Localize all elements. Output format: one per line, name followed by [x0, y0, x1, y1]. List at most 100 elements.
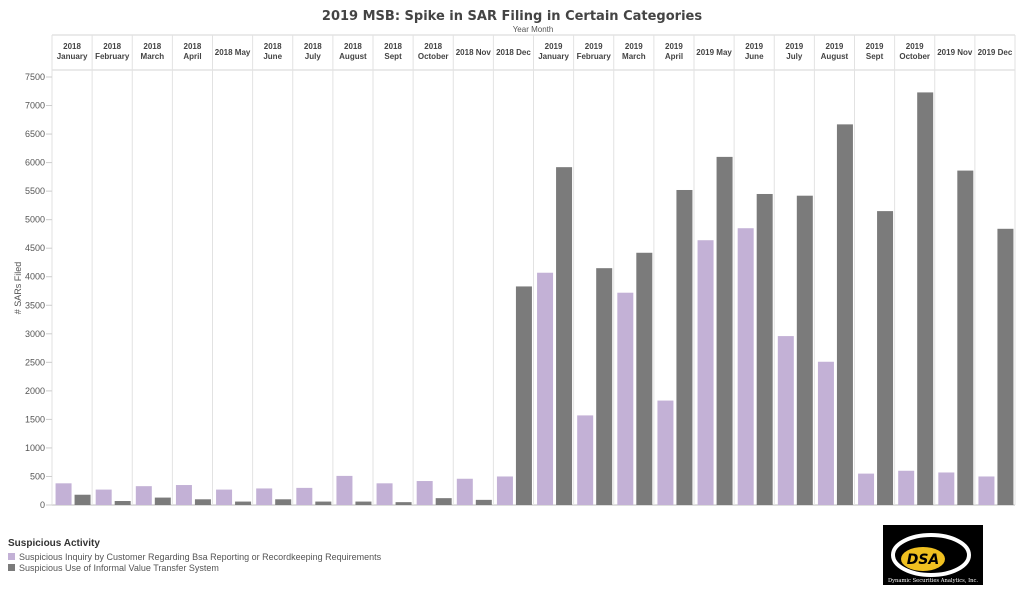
chart-title: 2019 MSB: Spike in SAR Filing in Certain… [322, 9, 702, 24]
bar [957, 170, 974, 505]
bar [877, 211, 894, 505]
x-tick-label: October [418, 52, 449, 61]
bar [416, 481, 433, 505]
bar [697, 240, 714, 505]
y-tick-label: 5000 [25, 215, 45, 225]
x-tick-label: 2018 [264, 42, 282, 51]
x-tick-label: 2018 [184, 42, 202, 51]
legend: Suspicious Activity Suspicious Inquiry b… [8, 538, 381, 573]
x-tick-label: Sept [384, 52, 402, 61]
x-tick-label: 2018 [304, 42, 322, 51]
x-tick-label: July [786, 52, 803, 61]
bar [336, 475, 353, 505]
y-tick-label: 4000 [25, 272, 45, 282]
bar [636, 252, 653, 505]
bar [676, 189, 693, 505]
bar [296, 487, 313, 505]
y-tick-label: 1000 [25, 443, 45, 453]
bars [55, 92, 1014, 506]
bar [978, 476, 995, 505]
x-tick-label: 2019 [665, 42, 683, 51]
bar [376, 483, 393, 505]
x-tick-label: 2019 May [696, 48, 732, 57]
x-tick-label: 2019 [826, 42, 844, 51]
y-tick-label: 7500 [25, 72, 45, 82]
bar [796, 195, 813, 505]
x-tick-label: 2019 Nov [937, 48, 973, 57]
x-tick-label: January [538, 52, 569, 61]
bar [917, 92, 934, 506]
bar [355, 501, 372, 505]
x-tick-label: 2018 Nov [456, 48, 492, 57]
x-tick-label: 2019 [906, 42, 924, 51]
x-tick-label: June [263, 52, 282, 61]
x-tick-label: Sept [866, 52, 884, 61]
y-tick-label: 6500 [25, 129, 45, 139]
legend-title: Suspicious Activity [8, 538, 100, 549]
x-tick-label: March [622, 52, 646, 61]
bar [74, 494, 91, 505]
bar [235, 501, 252, 505]
x-tick-label: January [57, 52, 88, 61]
logo-subtitle: Dynamic Securities Analytics, Inc. [888, 578, 978, 584]
x-tick-label: February [577, 52, 612, 61]
x-tick-label: 2019 [866, 42, 884, 51]
company-logo: DSA Dynamic Securities Analytics, Inc. [883, 525, 983, 585]
y-tick-label: 2000 [25, 386, 45, 396]
bar [938, 472, 955, 505]
logo-mark: DSA [907, 552, 940, 568]
bar [55, 483, 72, 505]
bar [435, 498, 452, 505]
bar [556, 167, 573, 505]
bar [475, 499, 492, 505]
x-tick-label: March [141, 52, 165, 61]
x-tick-label: 2019 Dec [978, 48, 1013, 57]
x-tick-label: October [899, 52, 930, 61]
x-tick-label: 2018 [344, 42, 362, 51]
bar [577, 415, 594, 505]
bar [315, 501, 332, 505]
y-tick-label: 3000 [25, 329, 45, 339]
bar [617, 292, 634, 505]
bar [135, 486, 152, 505]
bar [737, 228, 754, 505]
y-tick-label: 4500 [25, 243, 45, 253]
x-tick-label: 2019 [585, 42, 603, 51]
bar [898, 470, 915, 505]
bar [194, 499, 211, 505]
x-tick-label: 2018 [424, 42, 442, 51]
legend-swatch [8, 564, 15, 571]
bar [395, 502, 412, 505]
y-tick-label: 2500 [25, 357, 45, 367]
y-tick-label: 6000 [25, 158, 45, 168]
bar [256, 488, 273, 505]
legend-swatch [8, 553, 15, 560]
bar [657, 400, 674, 505]
bar [716, 156, 733, 506]
x-tick-label: June [745, 52, 764, 61]
bar [175, 485, 192, 505]
y-axis-ticks: 0 500 1000 1500 2000 2500 3000 3500 4000 4500 5000… [25, 72, 52, 510]
bar [456, 478, 473, 505]
x-tick-label: August [339, 52, 367, 61]
gridlines [51, 34, 1016, 506]
bar [836, 124, 853, 506]
bar [817, 361, 834, 505]
bar [154, 497, 171, 505]
x-tick-label: 2018 [63, 42, 81, 51]
bar [756, 193, 773, 505]
legend-label: Suspicious Use of Informal Value Transfe… [19, 562, 219, 573]
x-tick-label: 2019 [545, 42, 563, 51]
y-tick-label: 7000 [25, 101, 45, 111]
x-tick-label: 2019 [625, 42, 643, 51]
legend-item[interactable]: Suspicious Inquiry by Customer Regarding… [8, 551, 381, 562]
y-tick-label: 0 [40, 500, 45, 510]
x-tick-label: August [821, 52, 849, 61]
legend-item[interactable]: Suspicious Use of Informal Value Transfe… [8, 562, 381, 573]
x-tick-label: 2018 [143, 42, 161, 51]
bar [858, 473, 875, 505]
y-tick-label: 1500 [25, 414, 45, 424]
y-tick-label: 500 [30, 471, 45, 481]
x-tick-label: 2018 [103, 42, 121, 51]
